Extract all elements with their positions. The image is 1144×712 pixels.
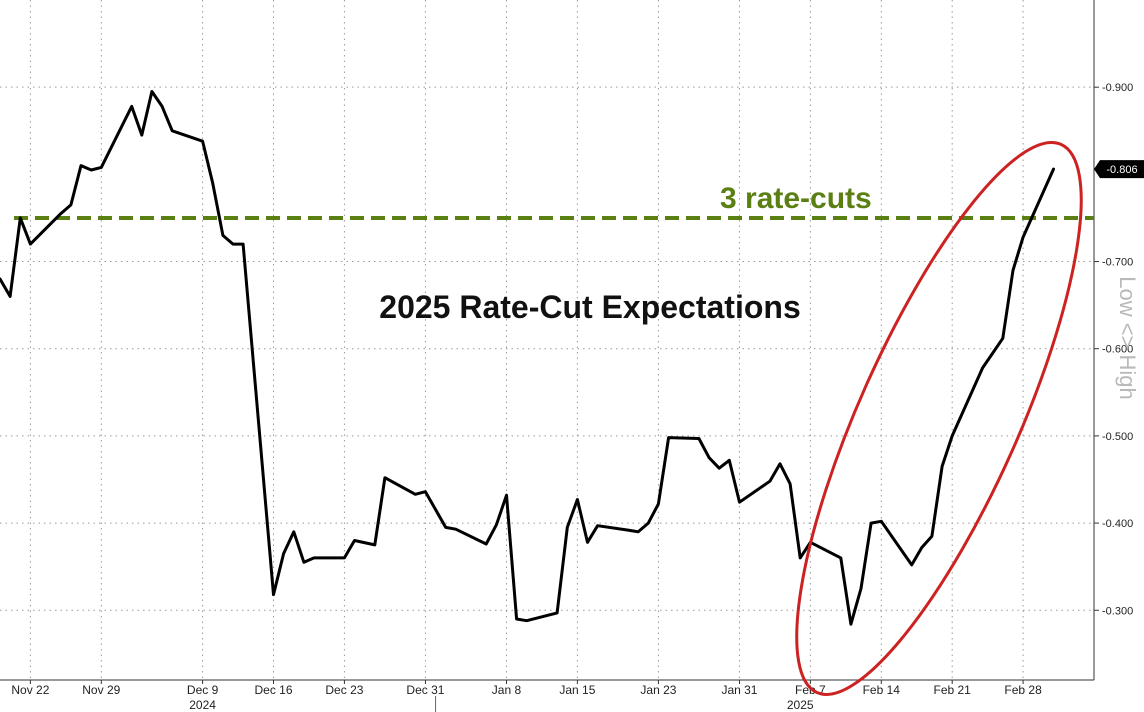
x-tick-label: Feb 14 xyxy=(863,683,901,697)
y-axis-label: Low <> High xyxy=(1115,276,1140,400)
x-tick-label: Nov 22 xyxy=(11,683,49,697)
chart-title: 2025 Rate-Cut Expectations xyxy=(379,289,800,325)
y-tick-label: -0.500 xyxy=(1102,431,1133,443)
x-tick-label: Jan 23 xyxy=(640,683,676,697)
reference-line-group: 3 rate-cuts xyxy=(14,182,1094,220)
last-value-badge-bg xyxy=(1094,160,1144,179)
highlight-group xyxy=(795,140,1083,696)
y-tick-label: -0.300 xyxy=(1102,605,1133,617)
x-tick-label: Dec 31 xyxy=(406,683,444,697)
y-tick-label: -0.400 xyxy=(1102,518,1133,530)
y-tick-label: -0.900 xyxy=(1102,82,1133,94)
year-label: 2024 xyxy=(189,698,216,712)
axes xyxy=(0,0,1095,681)
x-tick-label: Feb 28 xyxy=(1004,683,1042,697)
y-axis-ticks: -0.300 -0.400 -0.500 -0.600 -0.700 -0.900 xyxy=(1094,82,1133,617)
last-value-label: -0.806 xyxy=(1106,164,1137,176)
highlight-ellipse xyxy=(795,140,1083,696)
x-tick-label: Jan 15 xyxy=(559,683,595,697)
x-tick-label: Nov 29 xyxy=(82,683,120,697)
year-label: 2025 xyxy=(787,698,814,712)
x-tick-label: Jan 31 xyxy=(721,683,757,697)
x-axis-ticks: Nov 22 Nov 29 Dec 9 Dec 16 Dec 23 Dec 31 Jan 8… xyxy=(11,680,1042,712)
reference-line-label: 3 rate-cuts xyxy=(720,182,872,215)
x-tick-label: Dec 9 xyxy=(187,683,219,697)
last-value-badge: -0.806 xyxy=(1094,160,1144,179)
gridlines xyxy=(0,0,1094,680)
y-tick-label: -0.700 xyxy=(1102,257,1133,269)
x-tick-label: Dec 16 xyxy=(254,683,292,697)
x-tick-label: Jan 8 xyxy=(492,683,522,697)
y-tick-label: -0.600 xyxy=(1102,344,1133,356)
x-tick-label: Feb 21 xyxy=(934,683,972,697)
x-tick-label: Dec 23 xyxy=(325,683,363,697)
series-line xyxy=(0,90,1055,626)
series-group: -0.806 xyxy=(0,90,1144,626)
